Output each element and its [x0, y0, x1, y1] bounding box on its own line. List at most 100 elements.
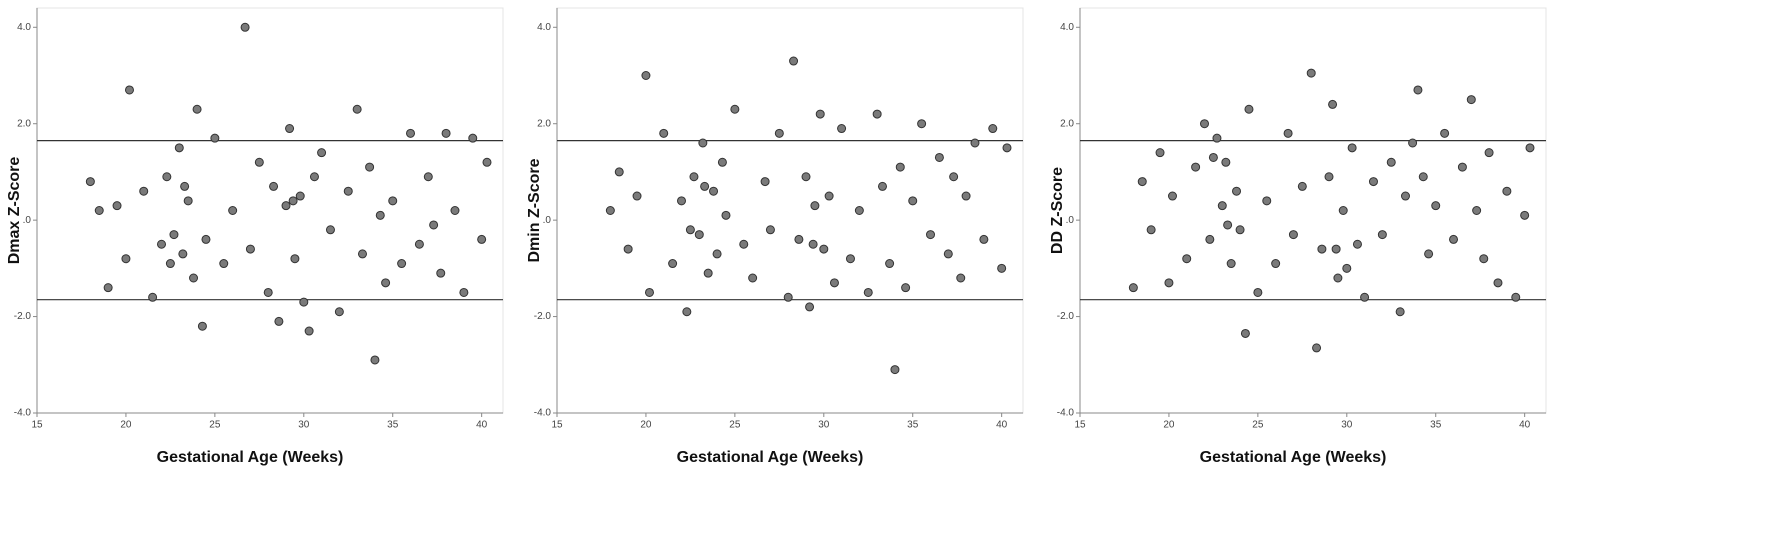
- point: [1511, 292, 1521, 302]
- point: [717, 157, 727, 167]
- point: [1360, 292, 1370, 302]
- point: [970, 138, 980, 148]
- point: [1283, 128, 1293, 138]
- point: [789, 56, 799, 66]
- point: [997, 263, 1007, 273]
- y-axis-label: Dmax Z-Score: [6, 157, 23, 265]
- plot-area: [556, 7, 1024, 414]
- y-tick-label: 4.0: [1060, 22, 1074, 33]
- point: [365, 162, 375, 172]
- point: [189, 273, 199, 283]
- y-tick-label: 2.0: [17, 118, 31, 129]
- point: [178, 249, 188, 259]
- x-tick-label: 40: [476, 420, 488, 431]
- y-tick-label: 2.0: [537, 118, 551, 129]
- point: [162, 172, 172, 182]
- point: [1146, 225, 1156, 235]
- point: [824, 191, 834, 201]
- point: [325, 225, 335, 235]
- point: [1205, 234, 1215, 244]
- point: [112, 201, 122, 211]
- point: [263, 287, 273, 297]
- point: [1449, 234, 1459, 244]
- point: [1424, 249, 1434, 259]
- point: [1377, 230, 1387, 240]
- point: [1288, 230, 1298, 240]
- point: [423, 172, 433, 182]
- y-tick-label: .0: [543, 215, 552, 226]
- y-tick-label: -4.0: [14, 408, 32, 419]
- point: [644, 287, 654, 297]
- point: [210, 133, 220, 143]
- point: [1395, 307, 1405, 317]
- point: [357, 249, 367, 259]
- point: [1244, 104, 1254, 114]
- y-tick-label: -2.0: [534, 311, 552, 322]
- point: [201, 234, 211, 244]
- point: [299, 297, 309, 307]
- point: [139, 186, 149, 196]
- x-tick-label: 35: [1430, 420, 1442, 431]
- point: [1413, 85, 1423, 95]
- point: [668, 259, 678, 269]
- point: [334, 307, 344, 317]
- point: [700, 181, 710, 191]
- x-axis-label: Gestational Age (Weeks): [157, 449, 344, 466]
- point: [103, 283, 113, 293]
- point: [482, 157, 492, 167]
- point: [240, 22, 250, 32]
- point: [1502, 186, 1512, 196]
- x-tick-label: 15: [551, 420, 563, 431]
- point: [694, 230, 704, 240]
- point: [1525, 143, 1535, 153]
- point: [926, 230, 936, 240]
- y-tick-label: -2.0: [14, 311, 32, 322]
- point: [1466, 95, 1476, 105]
- y-tick-label: 4.0: [17, 22, 31, 33]
- x-tick-label: 30: [818, 420, 830, 431]
- x-tick-label: 30: [298, 420, 310, 431]
- y-tick-label: .0: [23, 215, 32, 226]
- point: [1342, 263, 1352, 273]
- point: [890, 365, 900, 375]
- point: [429, 220, 439, 230]
- point: [309, 172, 319, 182]
- point: [605, 206, 615, 215]
- point: [815, 109, 825, 119]
- point: [901, 283, 911, 293]
- x-tick-label: 25: [1252, 420, 1264, 431]
- point: [192, 104, 202, 114]
- point: [459, 287, 469, 297]
- point: [934, 152, 944, 162]
- point: [949, 172, 959, 182]
- point: [1484, 148, 1494, 158]
- point: [748, 273, 758, 283]
- point: [801, 172, 811, 182]
- point: [1431, 201, 1441, 211]
- point: [682, 307, 692, 317]
- point: [1212, 133, 1222, 143]
- point: [165, 259, 175, 269]
- x-tick-label: 30: [1341, 420, 1353, 431]
- point: [477, 234, 487, 244]
- point: [819, 244, 829, 254]
- point: [1338, 206, 1348, 215]
- point: [1235, 225, 1245, 235]
- x-tick-label: 40: [996, 420, 1008, 431]
- point: [988, 124, 998, 134]
- point: [1493, 278, 1503, 288]
- point: [760, 177, 770, 187]
- point: [614, 167, 624, 177]
- point: [837, 124, 847, 134]
- point: [352, 104, 362, 114]
- y-tick-label: 2.0: [1060, 118, 1074, 129]
- point: [829, 278, 839, 288]
- point: [1226, 259, 1236, 269]
- y-axis-label: Dmin Z-Score: [526, 158, 543, 262]
- x-tick-label: 35: [387, 420, 399, 431]
- point: [1352, 239, 1362, 249]
- point: [863, 287, 873, 297]
- point: [381, 278, 391, 288]
- point: [1418, 172, 1428, 182]
- point: [623, 244, 633, 254]
